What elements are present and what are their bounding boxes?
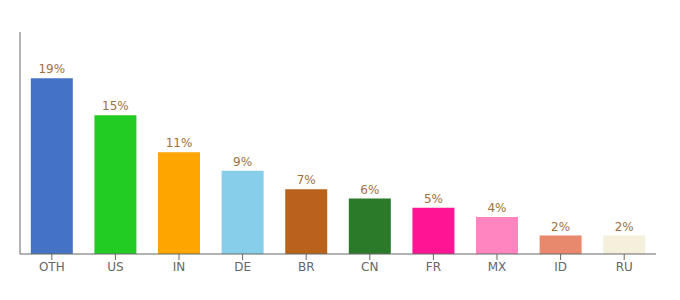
svg-text:7%: 7% <box>297 173 316 187</box>
svg-text:IN: IN <box>173 260 186 274</box>
svg-text:2%: 2% <box>551 220 570 234</box>
svg-text:2%: 2% <box>615 220 634 234</box>
svg-text:5%: 5% <box>424 192 443 206</box>
svg-text:11%: 11% <box>166 136 193 150</box>
svg-text:BR: BR <box>298 260 315 274</box>
svg-text:9%: 9% <box>233 155 252 169</box>
svg-text:4%: 4% <box>487 201 506 215</box>
svg-text:15%: 15% <box>102 99 129 113</box>
svg-text:19%: 19% <box>38 62 65 76</box>
svg-text:CN: CN <box>361 260 378 274</box>
svg-text:US: US <box>107 260 123 274</box>
svg-text:DE: DE <box>234 260 251 274</box>
svg-text:OTH: OTH <box>39 260 65 274</box>
svg-text:6%: 6% <box>360 183 379 197</box>
svg-text:MX: MX <box>488 260 507 274</box>
svg-text:FR: FR <box>426 260 441 274</box>
svg-text:RU: RU <box>616 260 633 274</box>
svg-text:ID: ID <box>554 260 567 274</box>
